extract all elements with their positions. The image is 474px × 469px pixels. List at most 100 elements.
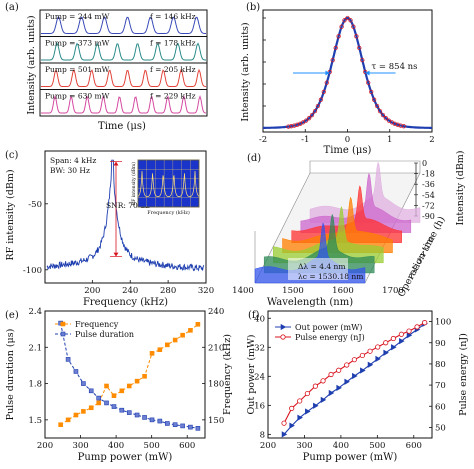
- series-point-f: [297, 414, 303, 421]
- legend-label-f: Pulse energy (nJ): [295, 333, 365, 342]
- x-tick-label-f: 200: [260, 441, 276, 451]
- x-tick-label-d: 1600: [332, 286, 354, 296]
- series-point-f: [289, 405, 295, 411]
- inset-frame: [137, 159, 200, 208]
- pulse-profile-point: [354, 34, 359, 39]
- series-point-e: [96, 400, 101, 406]
- x-tick-label-d: 1500: [282, 286, 304, 296]
- series-point-e: [65, 417, 71, 423]
- series-point-f: [344, 362, 350, 368]
- series-point-f: [336, 367, 342, 373]
- fwhm-arrowhead-right: [365, 70, 370, 76]
- snr-annotation: SNR: 70 dB: [106, 201, 151, 210]
- y2-tick-label-e: 210: [208, 343, 224, 353]
- x-axis-label-b: Time (μs): [324, 145, 372, 156]
- series-point-f: [289, 422, 295, 429]
- series-point-f: [297, 398, 303, 404]
- y-axis-label-e: Pulse duration (μs): [5, 329, 16, 421]
- y-tick-label-d: 4: [421, 249, 426, 258]
- pulse-profile-point: [386, 118, 392, 123]
- series-point-e: [111, 404, 117, 409]
- series-point-f: [313, 402, 319, 409]
- bw-annotation: BW: 30 Hz: [50, 166, 90, 175]
- series-point-e: [58, 422, 63, 427]
- series-point-e: [188, 328, 193, 333]
- pulse-profile-point: [360, 57, 365, 63]
- y-axis-label-a: Intensity (arb. units): [26, 15, 37, 114]
- pulse-profile-point: [306, 116, 312, 121]
- pump-label: Pump = 244 mW: [45, 12, 110, 21]
- legend-marker-f: [280, 334, 286, 340]
- y-tick-label-c: -50: [28, 200, 42, 210]
- x-tick-label-b: 0: [345, 135, 350, 145]
- pulse-profile-point: [380, 112, 386, 118]
- pump-label: Pump = 630 mW: [45, 92, 110, 101]
- y2-tick-label-f: 100: [435, 318, 451, 328]
- series-point-e: [88, 405, 94, 411]
- z-tick-label-d: 0: [422, 159, 427, 168]
- legend-marker-e: [60, 331, 66, 337]
- x-axis-label-e: Pump power (mW): [78, 452, 173, 463]
- y2-tick-label-e: 240: [208, 307, 224, 317]
- y-tick-label-f: 8: [260, 430, 265, 440]
- y2-tick-label-f: 90: [435, 339, 446, 349]
- x-tick-label-e: 200: [37, 441, 53, 451]
- series-point-f: [359, 352, 365, 359]
- pulse-profile-point: [348, 18, 353, 23]
- series-point-f: [312, 383, 318, 389]
- y2-tick-label-e: 150: [208, 416, 224, 426]
- pulse-profile-point: [383, 116, 389, 121]
- series-point-e: [180, 423, 185, 429]
- x-tick-label-c: 240: [122, 286, 138, 296]
- series-point-f: [336, 384, 342, 392]
- pulse-profile-line: [263, 16, 432, 129]
- series-point-e: [88, 388, 94, 394]
- freq-label: f = 205 kHz: [150, 65, 196, 74]
- y2-tick-label-e: 180: [208, 380, 224, 390]
- z-tick-label-d: -18: [422, 170, 435, 179]
- rf-spectrum-line: [46, 159, 205, 272]
- y2-tick-label-f: 80: [435, 360, 446, 370]
- y-axis-label-f: Out power (mW): [246, 334, 257, 414]
- pulse-profile-point: [369, 89, 374, 95]
- series-point-e: [104, 400, 109, 406]
- series-point-e: [165, 421, 170, 426]
- x-tick-label-e: 600: [179, 441, 195, 451]
- back-wall: [309, 160, 421, 173]
- series-point-e: [104, 383, 109, 389]
- pulse-profile-point: [345, 15, 350, 21]
- panel-label-c: (c): [5, 150, 19, 161]
- x-axis-label-f: Pump power (mW): [303, 452, 398, 463]
- z-tick-label-d: -54: [422, 191, 435, 200]
- pulse-profile-point: [336, 34, 341, 39]
- z-tick-label-d: -90: [422, 212, 435, 221]
- annotation-backdrop: [288, 258, 348, 280]
- pulse-profile-point: [321, 89, 326, 95]
- pulse-profile-point: [374, 103, 380, 109]
- series-point-e: [134, 378, 140, 384]
- fwhm-annotation: τ = 854 ns: [372, 62, 418, 72]
- series-point-e: [157, 347, 163, 353]
- series-point-f: [281, 420, 287, 426]
- inset-y-label: RF intensity (dBm): [130, 162, 137, 205]
- pulse-profile-point: [398, 123, 403, 128]
- plot-frame-f: [267, 310, 433, 439]
- series-point-f: [305, 408, 311, 415]
- y-tick-label-e: 1.8: [28, 380, 42, 390]
- series-point-f: [320, 396, 327, 404]
- pulse-profile-point: [309, 112, 315, 118]
- series-point-e: [172, 422, 178, 427]
- y2-axis-label-e: Frequency (kHz): [222, 334, 233, 415]
- pulse-trace: [41, 16, 206, 34]
- pulse-profile-point: [371, 97, 377, 102]
- series-point-f: [383, 349, 389, 356]
- y-tick-label-f: 40: [254, 314, 265, 324]
- series-point-f: [328, 389, 335, 397]
- series-point-f: [367, 348, 373, 354]
- series-point-f: [281, 431, 288, 438]
- span-annotation: Span: 4 kHz: [50, 156, 96, 165]
- y2-tick-label-f: 50: [435, 423, 446, 433]
- pulse-trace: [41, 94, 207, 114]
- pulse-profile-point: [289, 124, 294, 129]
- x-tick-label-b: -1: [301, 135, 309, 145]
